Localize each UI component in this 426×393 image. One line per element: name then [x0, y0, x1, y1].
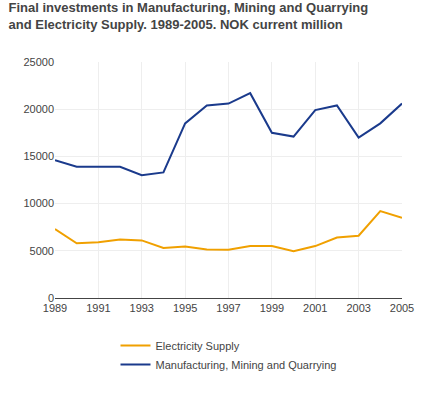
svg-text:Manufacturing, Mining and Quar: Manufacturing, Mining and Quarrying [156, 359, 337, 371]
svg-text:2001: 2001 [303, 302, 327, 314]
svg-text:1999: 1999 [260, 302, 284, 314]
svg-text:15000: 15000 [23, 150, 54, 162]
svg-text:Final investments in Manufactu: Final investments in Manufacturing, Mini… [9, 0, 369, 32]
svg-text:Electricity Supply: Electricity Supply [156, 340, 240, 352]
svg-text:20000: 20000 [23, 103, 54, 115]
svg-text:1993: 1993 [130, 302, 154, 314]
svg-text:5000: 5000 [30, 245, 54, 257]
svg-text:1995: 1995 [173, 302, 197, 314]
svg-text:1991: 1991 [86, 302, 110, 314]
svg-text:2005: 2005 [390, 302, 414, 314]
svg-text:0: 0 [48, 292, 54, 304]
svg-text:25000: 25000 [23, 56, 54, 68]
svg-text:1997: 1997 [216, 302, 240, 314]
svg-text:2003: 2003 [346, 302, 370, 314]
svg-text:1989: 1989 [43, 302, 67, 314]
svg-text:10000: 10000 [23, 197, 54, 209]
